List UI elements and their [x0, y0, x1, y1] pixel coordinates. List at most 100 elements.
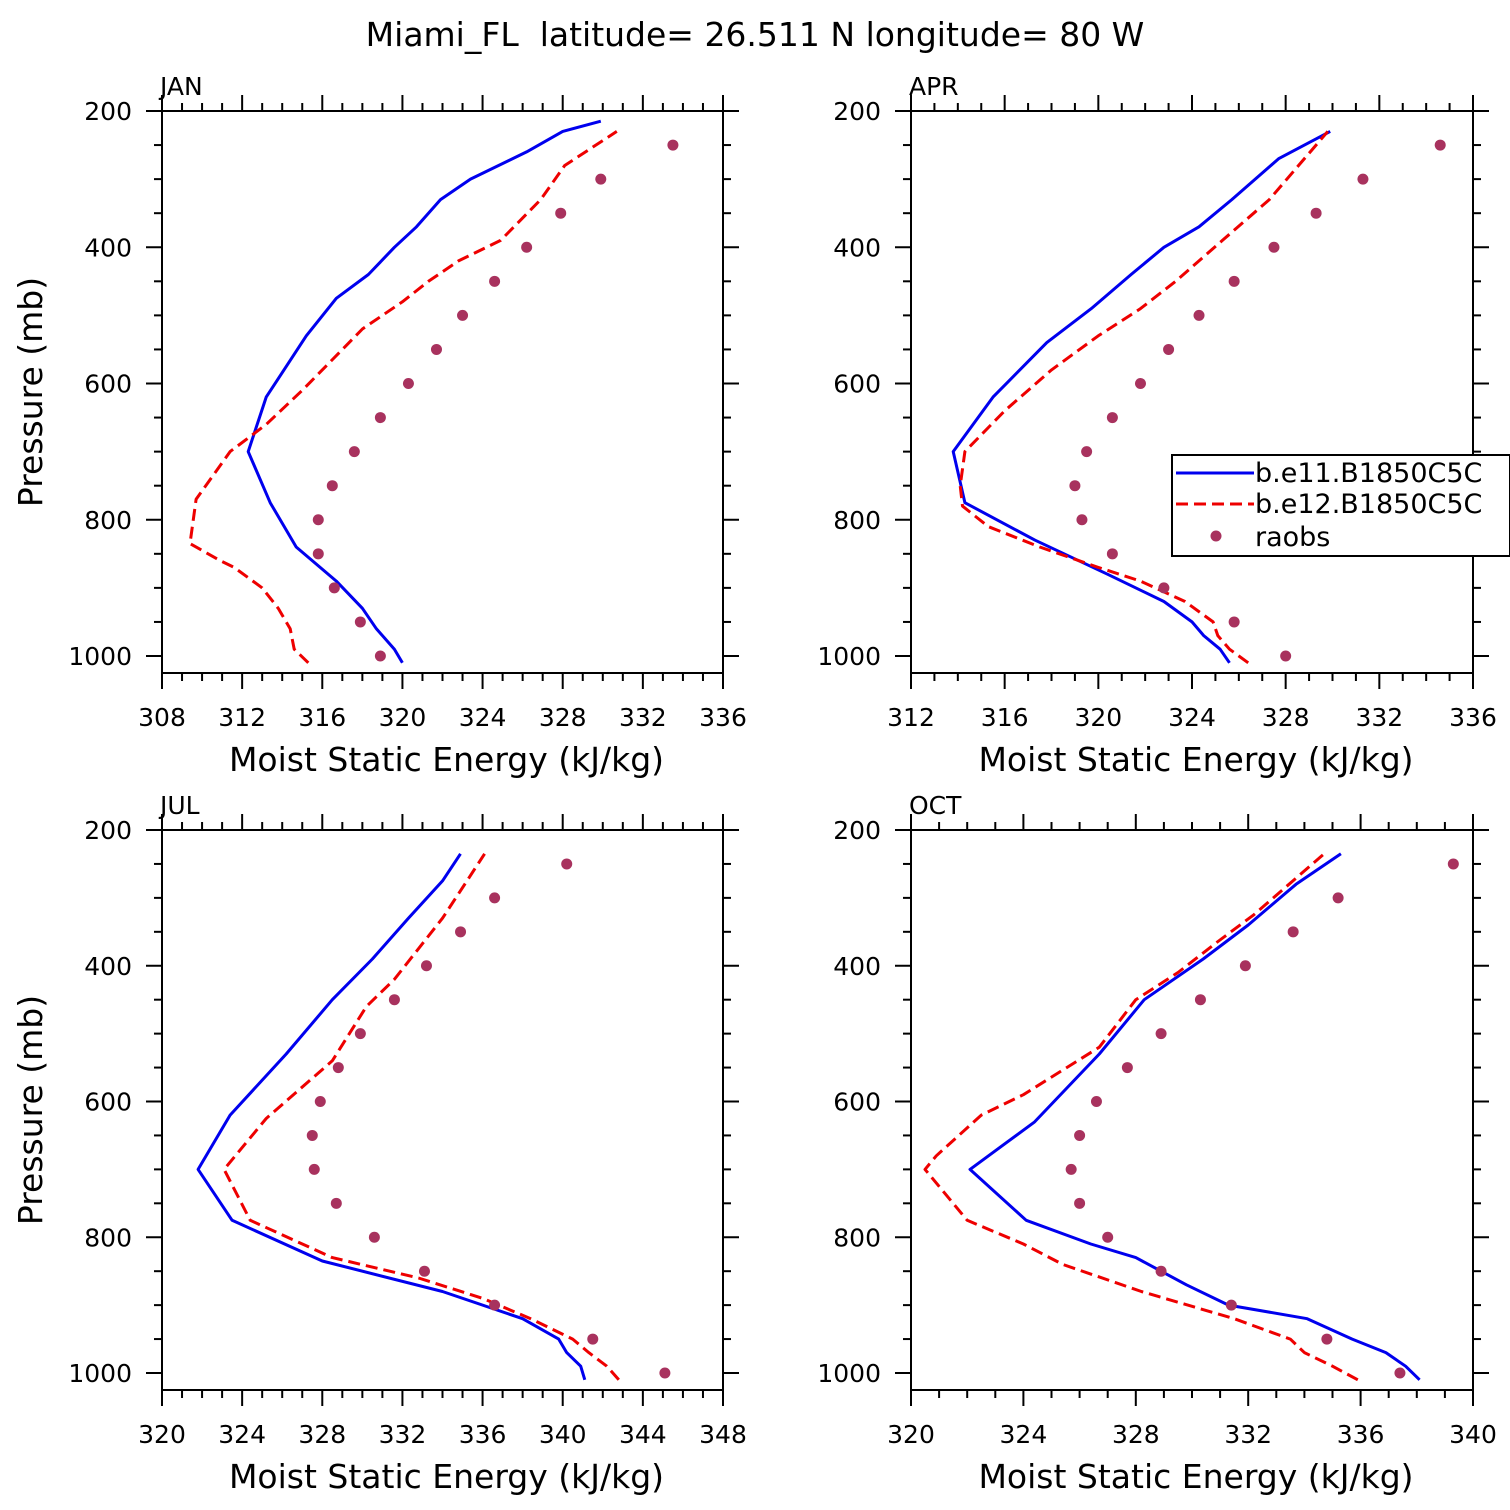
plot-area: [188, 119, 679, 664]
panel-jan: JAN 308 312 316 320 324 328 332 336 200 400 600 800 1…: [11, 72, 747, 779]
x-tick-label: 320: [379, 703, 427, 732]
series-line-b-e12: [923, 852, 1359, 1382]
raobs-point: [1074, 1197, 1086, 1209]
x-tick-label: 336: [1337, 1420, 1385, 1449]
x-tick-label: 320: [887, 1420, 935, 1449]
raobs-point: [388, 994, 400, 1006]
raobs-point: [1076, 514, 1088, 526]
series-line-b-e11: [951, 130, 1331, 664]
y-tick-label: 600: [84, 1088, 132, 1117]
raobs-point: [374, 650, 386, 662]
raobs-point: [1155, 1028, 1167, 1040]
y-tick-label: 1000: [817, 642, 881, 671]
y-tick-label: 1000: [817, 1359, 881, 1388]
legend-dot: [1210, 530, 1222, 542]
raobs-point: [374, 412, 386, 424]
x-axis-title: Moist Static Energy (kJ/kg): [229, 1457, 664, 1496]
y-tick-label: 400: [833, 952, 881, 981]
plot-area: [196, 852, 671, 1381]
x-tick-label: 336: [699, 703, 747, 732]
raobs-point: [1280, 650, 1292, 662]
x-tick-label: 340: [539, 1420, 587, 1449]
raobs-point: [595, 173, 607, 185]
y-tick-label: 400: [833, 233, 881, 262]
x-axis-title: Moist Static Energy (kJ/kg): [229, 740, 664, 779]
raobs-point: [330, 1197, 342, 1209]
series-line-b-e11: [246, 119, 602, 664]
raobs-point: [314, 1096, 326, 1107]
x-tick-label: 332: [379, 1420, 427, 1449]
raobs-point: [1106, 412, 1118, 424]
x-tick-label: 332: [1355, 703, 1403, 732]
legend-label: raobs: [1255, 522, 1330, 553]
raobs-point: [1228, 275, 1240, 287]
raobs-point: [430, 343, 442, 355]
raobs-point: [1090, 1096, 1102, 1107]
y-tick-label: 600: [833, 1088, 881, 1117]
series-line-b-e12: [222, 852, 620, 1381]
raobs-point: [455, 926, 467, 938]
raobs-point: [1155, 1265, 1167, 1277]
x-tick-label: 308: [138, 703, 186, 732]
x-tick-label: 336: [1449, 703, 1497, 732]
raobs-point: [1268, 241, 1280, 253]
raobs-point: [418, 1265, 430, 1277]
raobs-point: [457, 309, 469, 321]
panel-oct: OCT 320 324 328 332 336 340 200 400 600 800 1000 Moi…: [817, 791, 1496, 1496]
raobs-point: [659, 1367, 671, 1379]
series-line-b-e12: [188, 130, 618, 664]
y-axis-title: Pressure (mb): [11, 277, 50, 507]
x-tick-label: 312: [218, 703, 266, 732]
raobs-point: [1121, 1062, 1133, 1074]
y-tick-label: 1000: [68, 642, 132, 671]
x-tick-label: 332: [619, 703, 667, 732]
x-tick-label: 348: [699, 1420, 747, 1449]
y-tick-label: 200: [833, 816, 881, 845]
y-tick-label: 200: [84, 816, 132, 845]
raobs-point: [354, 616, 366, 628]
panel-apr: APR 312 316 320 324 328 332 336 200 400 600 800 1000…: [817, 72, 1496, 779]
x-tick-label: 324: [218, 1420, 266, 1449]
raobs-point: [306, 1129, 318, 1141]
x-tick-label: 324: [1168, 703, 1216, 732]
raobs-point: [1074, 1129, 1086, 1141]
series-line-b-e11: [196, 852, 587, 1381]
raobs-point: [1163, 343, 1175, 355]
x-tick-label: 340: [1449, 1420, 1497, 1449]
raobs-point: [1310, 207, 1322, 219]
x-tick-label: 316: [981, 703, 1029, 732]
y-tick-label: 800: [84, 1223, 132, 1252]
raobs-point: [326, 480, 338, 492]
raobs-point: [1228, 616, 1240, 628]
raobs-point: [332, 1062, 344, 1074]
raobs-point: [402, 378, 414, 389]
raobs-point: [1102, 1231, 1114, 1243]
raobs-point: [1193, 309, 1205, 321]
raobs-point: [587, 1333, 599, 1345]
raobs-point: [667, 139, 679, 151]
raobs-point: [368, 1231, 380, 1243]
y-tick-label: 1000: [68, 1359, 132, 1388]
y-tick-label: 200: [833, 97, 881, 126]
raobs-point: [1287, 926, 1299, 938]
y-tick-label: 600: [84, 370, 132, 399]
panel-label: JAN: [158, 72, 203, 101]
series-line-b-e12: [958, 130, 1329, 665]
raobs-point: [420, 960, 432, 972]
x-tick-label: 328: [298, 1420, 346, 1449]
raobs-point: [489, 892, 501, 904]
raobs-point: [489, 275, 501, 287]
y-tick-label: 800: [833, 506, 881, 535]
x-tick-label: 336: [459, 1420, 507, 1449]
raobs-point: [1069, 480, 1081, 492]
x-tick-label: 312: [887, 703, 935, 732]
raobs-point: [1225, 1299, 1237, 1311]
raobs-point: [1239, 960, 1251, 972]
raobs-point: [308, 1163, 320, 1175]
raobs-point: [312, 548, 324, 560]
raobs-point: [561, 858, 573, 870]
raobs-point: [489, 1299, 501, 1311]
raobs-point: [1434, 139, 1446, 151]
raobs-point: [521, 241, 533, 253]
